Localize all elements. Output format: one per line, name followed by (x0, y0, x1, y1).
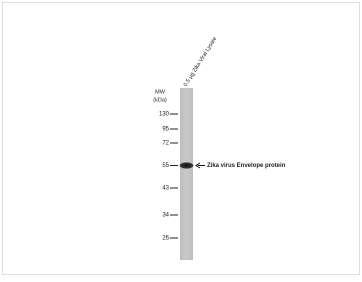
mw-unit: (kDa) (153, 97, 167, 103)
blot-figure: 0.5 µg Zika Viral Lysate MW (kDa) Zika v… (0, 0, 362, 277)
marker-label: 72 (162, 141, 169, 147)
marker-label: 95 (162, 127, 169, 133)
mw-label: MW (155, 89, 166, 95)
marker-label: 43 (162, 186, 169, 192)
band-label: Zika virus Envelope protein (207, 163, 286, 169)
page: {"lane_label": "0.5 µg Zika Viral Lysate… (0, 0, 362, 277)
marker-label: 55 (162, 163, 169, 169)
band (180, 162, 194, 168)
marker-label: 130 (159, 112, 170, 118)
lane (180, 88, 193, 260)
marker-label: 26 (162, 236, 169, 242)
marker-label: 34 (162, 213, 169, 219)
